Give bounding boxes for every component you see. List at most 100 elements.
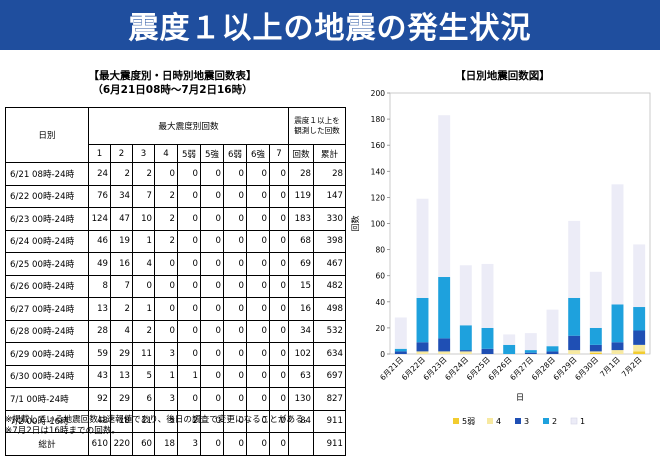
earthquake-count-table: 日別 最大震度別回数 震度１以上を観測した回数 1 2 3 4 5弱 5強 6弱 6強 7 回数累… [5,107,346,456]
note-line-2: ※7月2日は16時までの回数。 [5,426,121,436]
cumulative-count: 330 [313,207,346,231]
intensity-count: 0 [200,387,224,411]
bar-segment [394,351,407,354]
intensity-count: 0 [223,364,247,388]
intensity-count: 4 [110,319,133,343]
chart-title: 【日別地震回数図】 [455,70,550,82]
intensity-count: 0 [177,297,201,321]
intensity-count: 0 [200,297,224,321]
intensity-count: 0 [200,319,224,343]
y-tick-label: 0 [380,350,385,359]
daily-count: 28 [288,162,314,186]
intensity-count: 0 [177,387,201,411]
bar-segment [524,350,537,353]
bar-segment [481,348,494,354]
cumulative-count: 911 [313,409,346,433]
intensity-count: 0 [269,229,289,253]
legend-label: 1 [580,417,585,426]
table-title: 【最大震度別・日時別地震回数表】 [88,70,257,82]
intensity-count: 0 [200,274,224,298]
intensity-count: 13 [110,364,133,388]
y-tick-label: 120 [371,193,386,202]
legend-swatch [543,418,549,424]
intensity-count: 8 [88,274,111,298]
bar-segment [633,330,646,345]
bar-segment [459,265,472,326]
notes: ※掲載している地震回数は速報値であり、後日の調査で変更になることがある。 ※7月… [5,415,312,437]
cumulative-count: 634 [313,342,346,366]
table-row: 6/27 00時-24時 13 2 1 0 0 0 0 0 0 16 498 [5,297,346,321]
legend-swatch [570,417,578,425]
row-date: 6/28 00時-24時 [5,319,89,343]
table-row: 6/25 00時-24時 49 16 4 0 0 0 0 0 0 69 467 [5,252,346,276]
bar-segment [503,334,516,345]
bar-segment [589,271,602,328]
table-row: 6/22 00時-24時 76 34 7 2 0 0 0 0 0 119 147 [5,184,346,208]
intensity-count: 2 [132,319,155,343]
intensity-group-header: 最大震度別回数 [88,107,289,145]
intensity-count: 47 [110,207,133,231]
intensity-count: 0 [269,387,289,411]
intensity-count: 0 [200,162,224,186]
intensity-count: 124 [88,207,111,231]
intensity-count: 2 [154,207,178,231]
table-header-row-2: 1 2 3 4 5弱 5強 6弱 6強 7 回数 累計 [6,144,346,163]
y-tick-label: 80 [375,246,385,255]
intensity-count: 0 [177,342,201,366]
y-axis-label: 回数 [350,216,360,232]
legend-label: 2 [552,417,557,426]
intensity-count: 0 [246,364,270,388]
intensity-count: 7 [110,274,133,298]
intensity-count: 0 [269,162,289,186]
bar-segment [633,244,646,308]
daily-count: 15 [288,274,314,298]
row-date: 6/23 00時-24時 [5,207,89,231]
intensity-count: 7 [132,184,155,208]
daily-count: 16 [288,297,314,321]
bar-segment [481,327,494,349]
intensity-count: 4 [132,252,155,276]
intensity-count: 2 [110,297,133,321]
bar-segment [459,325,472,351]
intensity-count: 0 [223,252,247,276]
intensity-count: 5 [132,364,155,388]
intensity-count: 0 [154,274,178,298]
intensity-count: 49 [88,252,111,276]
intensity-count: 0 [132,274,155,298]
bar-segment [416,351,429,354]
y-tick-label: 40 [375,298,385,307]
bar-segment [524,352,537,354]
intensity-count: 3 [154,387,178,411]
table-row: 6/29 00時-24時 59 29 11 3 0 0 0 0 0 102 634 [5,342,346,366]
daily-count: 68 [288,229,314,253]
bar-segment [546,346,559,352]
intensity-header-1: 2 [110,144,133,163]
intensity-count: 0 [177,162,201,186]
daily-count: 34 [288,319,314,343]
intensity-count: 28 [88,319,111,343]
x-axis-label: 日 [516,393,524,402]
date-column-header: 日別 [5,107,89,163]
y-tick-label: 60 [375,272,385,281]
intensity-count: 2 [132,162,155,186]
daily-count: 183 [288,207,314,231]
intensity-count: 1 [132,229,155,253]
x-tick-label: 7月1日 [598,355,622,379]
intensity-count: 16 [110,252,133,276]
y-tick-label: 160 [371,141,386,150]
legend-swatch [453,418,459,424]
count-header: 回数 [288,144,314,163]
bar-segment [589,344,602,352]
intensity-count: 0 [154,162,178,186]
bar-segment [438,338,451,352]
legend-swatch [515,418,521,424]
table-subtitle: （6月21日08時～7月2日16時） [92,84,253,96]
bar-segment [524,333,537,351]
intensity-count: 6 [132,387,155,411]
bar-segment [611,304,624,343]
intensity-count: 1 [177,364,201,388]
bar-segment [568,297,581,336]
intensity-header-6: 6弱 [223,144,247,163]
bar-segment [416,297,429,343]
bar-segment [611,342,624,351]
